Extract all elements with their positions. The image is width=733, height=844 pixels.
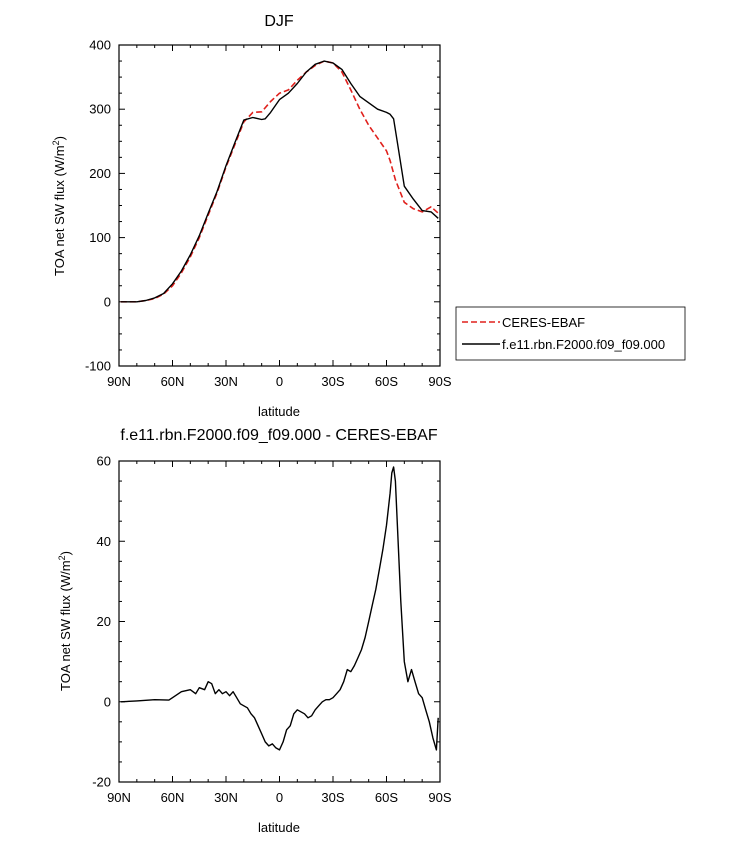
bottom-panel-xlabel: latitude — [258, 820, 300, 835]
legend-label-ceres: CERES-EBAF — [502, 315, 585, 330]
bottom-panel-series — [120, 466, 439, 751]
bottom-panel: f.e11.rbn.F2000.f09_f09.000 - CERES-EBAF… — [57, 427, 452, 835]
x-tick-label: 60N — [161, 790, 185, 805]
y-tick-label: -20 — [92, 775, 111, 790]
top-panel-series — [120, 60, 439, 303]
legend: CERES-EBAF f.e11.rbn.F2000.f09_f09.000 — [455, 306, 686, 361]
x-tick-label: 90S — [428, 374, 451, 389]
x-tick-label: 30S — [321, 374, 344, 389]
top-ylabel-sup: 2 — [51, 140, 61, 145]
x-tick-label: 60N — [161, 374, 185, 389]
x-tick-label: 60S — [375, 374, 398, 389]
top-panel-ylabel: TOA net SW flux (W/m2) — [51, 136, 67, 276]
y-tick-label: 40 — [97, 534, 111, 549]
bottom-panel-ticks: 90N 60N 30N 0 30S 60S 90S -20 0 20 40 60 — [92, 454, 452, 806]
top-panel-xlabel: latitude — [258, 404, 300, 419]
bottom-panel-frame — [118, 460, 441, 783]
y-tick-label: 20 — [97, 614, 111, 629]
x-tick-label: 90N — [107, 790, 131, 805]
y-tick-label: 0 — [104, 294, 111, 309]
series-line-0-1 — [120, 60, 439, 303]
top-panel-title: DJF — [264, 13, 294, 30]
x-tick-label: 30N — [214, 374, 238, 389]
x-tick-label: 0 — [276, 790, 283, 805]
x-tick-label: 30N — [214, 790, 238, 805]
bottom-panel-ylabel: TOA net SW flux (W/m2) — [57, 551, 73, 691]
y-tick-label: 60 — [97, 454, 111, 469]
bottom-ylabel-sup: 2 — [57, 555, 67, 560]
series-line-1-0 — [120, 466, 439, 751]
top-panel-ticks: 90N 60N 30N 0 30S 60S 90S -100 0 100 200 300 400 — [85, 38, 452, 390]
top-ylabel-end: ) — [52, 136, 67, 140]
x-tick-label: 30S — [321, 790, 344, 805]
bottom-ylabel-end: ) — [58, 551, 73, 555]
top-ylabel-main: TOA net SW flux (W/m — [52, 145, 67, 276]
x-tick-label: 90S — [428, 790, 451, 805]
bottom-panel-title: f.e11.rbn.F2000.f09_f09.000 - CERES-EBAF — [120, 427, 437, 444]
top-panel: DJF 90N 60N 30N 0 30S 60S 90S -100 0 100 200 300 400… — [51, 13, 452, 419]
legend-box — [455, 306, 686, 361]
legend-label-model: f.e11.rbn.F2000.f09_f09.000 — [502, 337, 665, 352]
y-tick-label: 0 — [104, 694, 111, 709]
y-tick-label: 100 — [89, 230, 111, 245]
x-tick-label: 0 — [276, 374, 283, 389]
bottom-ylabel-main: TOA net SW flux (W/m — [58, 560, 73, 691]
y-tick-label: 400 — [89, 38, 111, 53]
series-line-0-0 — [120, 60, 439, 303]
y-tick-label: -100 — [85, 359, 111, 374]
y-tick-label: 300 — [89, 102, 111, 117]
x-tick-label: 60S — [375, 790, 398, 805]
y-tick-label: 200 — [89, 166, 111, 181]
x-tick-label: 90N — [107, 374, 131, 389]
